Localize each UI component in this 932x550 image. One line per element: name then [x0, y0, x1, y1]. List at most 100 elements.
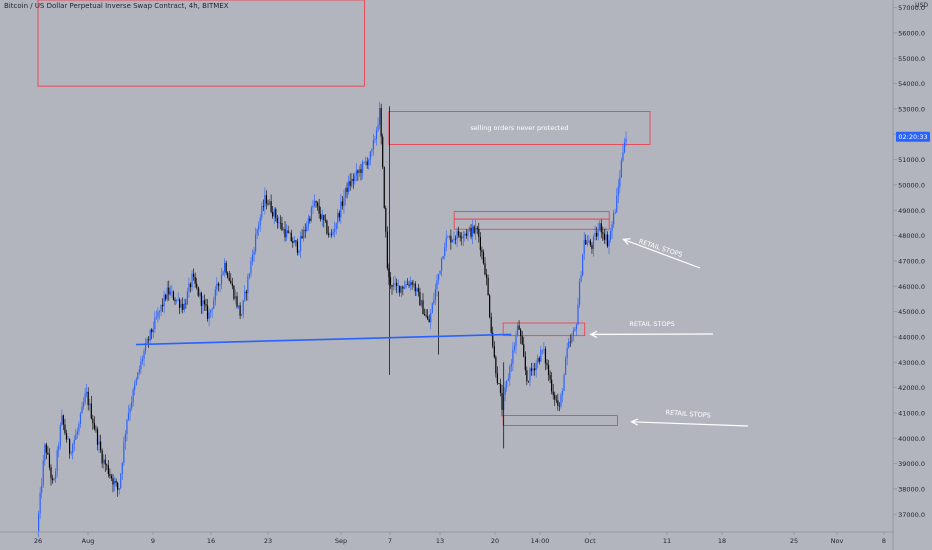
- candle-body: [510, 363, 512, 367]
- candle-body: [90, 403, 92, 419]
- candle-body: [513, 346, 516, 350]
- price-tick-label: 50000.0: [898, 181, 925, 189]
- candle-body: [472, 226, 474, 237]
- candle-body: [179, 299, 181, 308]
- candle-body: [185, 303, 187, 305]
- candle-body: [168, 287, 170, 295]
- candle-body: [224, 262, 226, 272]
- candle-body: [268, 201, 271, 205]
- candle-body: [309, 218, 311, 222]
- candle-body: [42, 460, 44, 486]
- candle-body: [349, 181, 351, 186]
- time-tick-label: 9: [151, 537, 155, 545]
- candle-body: [498, 383, 500, 384]
- price-tick-label: 38000.0: [898, 485, 925, 493]
- candle-body: [408, 284, 410, 286]
- retail-stops-label: RETAIL STOPS: [665, 408, 711, 419]
- candle-body: [44, 444, 46, 461]
- candle-body: [399, 285, 401, 293]
- candle-body: [385, 208, 387, 232]
- candle-body: [230, 280, 232, 284]
- candle-body: [613, 213, 615, 225]
- candle-body: [127, 413, 130, 420]
- zone-rect: [502, 415, 618, 427]
- last-price-badge: 02:20:33: [896, 131, 930, 142]
- candle-body: [132, 389, 134, 403]
- candle-body: [340, 201, 342, 218]
- time-tick-label: Aug: [82, 537, 95, 545]
- candle-body: [495, 357, 497, 374]
- candle-body: [141, 359, 144, 362]
- candle-body: [602, 232, 604, 234]
- candle-body: [84, 393, 86, 403]
- candle-body: [603, 233, 605, 240]
- candle-body: [148, 339, 150, 341]
- retail-stops-arrow: [623, 238, 701, 269]
- candle-body: [569, 341, 571, 343]
- candle-body: [544, 348, 547, 364]
- candle-body: [149, 329, 151, 341]
- time-tick-label: 20: [491, 537, 499, 545]
- candle-body: [189, 283, 192, 288]
- candle-body: [237, 305, 240, 307]
- candle-body: [244, 291, 246, 301]
- candle-body: [109, 473, 111, 476]
- candle-body: [442, 256, 444, 259]
- candle-body: [180, 304, 182, 308]
- candle-body: [546, 363, 548, 366]
- candle-body: [303, 229, 305, 239]
- candle-body: [287, 230, 289, 234]
- candle-body: [104, 459, 106, 465]
- candle-body: [375, 130, 378, 139]
- candle-body: [41, 485, 43, 493]
- candle-body: [608, 240, 610, 247]
- candle-body: [468, 227, 471, 231]
- time-tick-label: 23: [264, 537, 272, 545]
- time-tick-label: Nov: [831, 537, 844, 545]
- candle-body: [140, 361, 142, 370]
- candle-body: [575, 324, 578, 330]
- candle-body: [113, 480, 116, 485]
- candle-body: [538, 357, 540, 362]
- candle-body: [586, 242, 588, 245]
- candle-body: [115, 480, 117, 483]
- candle-body: [425, 315, 427, 317]
- candle-body: [259, 217, 261, 226]
- price-tick-label: 47000.0: [898, 257, 925, 265]
- candle-body: [299, 236, 302, 251]
- candle-body: [137, 372, 139, 380]
- candle-body: [417, 288, 419, 292]
- candle-body: [281, 223, 283, 231]
- candle-body: [177, 299, 179, 301]
- candle-body: [227, 272, 229, 278]
- candle-body: [100, 441, 102, 451]
- candle-body: [577, 304, 579, 325]
- candle-body: [96, 429, 99, 445]
- candle-body: [459, 235, 461, 238]
- candle-body: [462, 235, 464, 239]
- time-tick-label: 26: [34, 537, 42, 545]
- price-tick-label: 57000.0: [898, 4, 925, 12]
- candle-body: [475, 227, 477, 234]
- candle-body: [327, 233, 330, 235]
- candle-body: [599, 223, 601, 230]
- candle-body: [516, 325, 519, 336]
- candle-body: [160, 304, 162, 311]
- candle-body: [588, 240, 590, 243]
- candle-body: [124, 433, 126, 443]
- candle-body: [188, 283, 190, 292]
- candle-body: [276, 218, 278, 223]
- candle-body: [129, 408, 131, 414]
- candle-body: [248, 273, 250, 277]
- candle-body: [625, 138, 627, 143]
- candle-body: [191, 273, 193, 288]
- candle-body: [313, 201, 316, 207]
- candle-body: [261, 206, 263, 218]
- candle-body: [217, 283, 219, 286]
- candle-body: [92, 418, 94, 424]
- candle-body: [247, 276, 249, 294]
- candle-body: [360, 169, 362, 173]
- candle-body: [521, 336, 523, 345]
- zone-rect: [453, 218, 610, 230]
